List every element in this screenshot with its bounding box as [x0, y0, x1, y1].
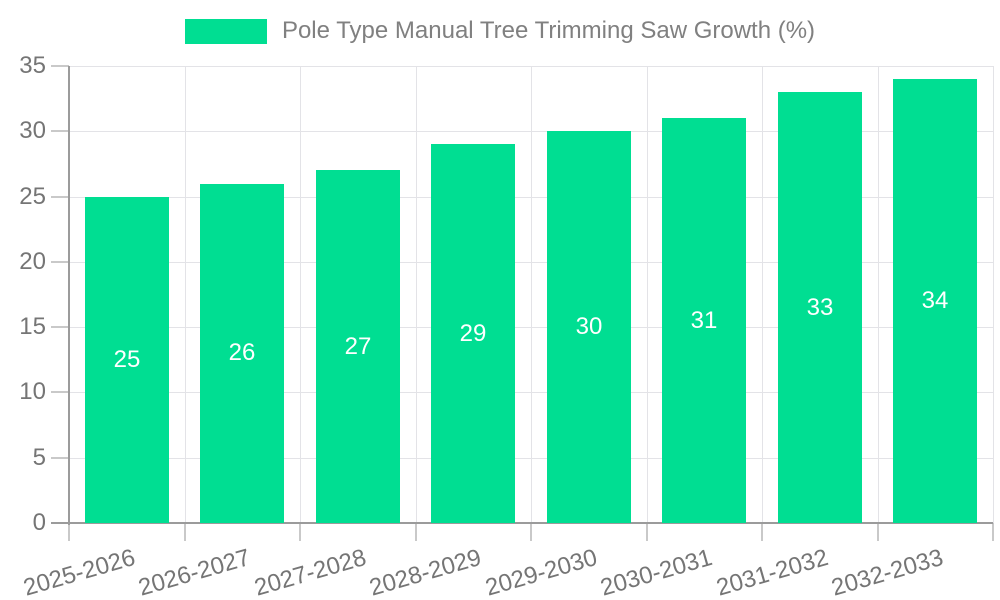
x-gridline: [531, 66, 532, 523]
x-tick-mark: [877, 523, 879, 541]
y-tick-mark: [51, 391, 69, 393]
bar: [316, 170, 400, 523]
x-gridline: [300, 66, 301, 523]
bar: [200, 184, 284, 523]
y-tick-mark: [51, 65, 69, 67]
bar: [662, 118, 746, 523]
y-tick-mark: [51, 196, 69, 198]
bar-value-label: 33: [806, 294, 834, 321]
x-tick-label: 2029-2030: [482, 544, 601, 600]
x-axis-line: [51, 522, 993, 524]
y-tick-mark: [51, 130, 69, 132]
y-axis-line: [68, 66, 70, 525]
bar-value-label: 26: [228, 339, 256, 366]
bar: [431, 144, 515, 523]
x-tick-mark: [761, 523, 763, 541]
x-tick-mark: [530, 523, 532, 541]
legend-swatch: [184, 18, 267, 44]
bar-value-label: 25: [113, 346, 141, 373]
x-gridline: [762, 66, 763, 523]
x-gridline: [185, 66, 186, 523]
y-tick-label: 30: [19, 117, 46, 144]
x-gridline: [416, 66, 417, 523]
y-tick-label: 0: [32, 509, 46, 536]
x-tick-mark: [415, 523, 417, 541]
x-tick-mark: [184, 523, 186, 541]
x-tick-mark: [299, 523, 301, 541]
legend-label: Pole Type Manual Tree Trimming Saw Growt…: [281, 17, 816, 44]
x-gridline: [878, 66, 879, 523]
y-tick-label: 35: [19, 52, 46, 79]
y-tick-label: 15: [19, 313, 46, 340]
bar-value-label: 27: [344, 333, 372, 360]
bar: [778, 92, 862, 523]
x-gridline: [993, 66, 994, 523]
x-tick-mark: [68, 523, 70, 541]
bar: [547, 131, 631, 523]
x-tick-label: 2027-2028: [251, 544, 370, 600]
bar: [893, 79, 977, 523]
bar-value-label: 34: [921, 287, 949, 314]
x-gridline: [647, 66, 648, 523]
y-tick-label: 20: [19, 248, 46, 275]
y-tick-label: 25: [19, 183, 46, 210]
x-tick-label: 2026-2027: [135, 544, 254, 600]
x-tick-mark: [992, 523, 994, 541]
y-tick-label: 5: [32, 444, 46, 471]
x-tick-label: 2032-2033: [828, 544, 947, 600]
bar-value-label: 29: [459, 320, 487, 347]
y-tick-mark: [51, 326, 69, 328]
x-tick-label: 2028-2029: [366, 544, 485, 600]
bar-value-label: 30: [575, 313, 603, 340]
y-tick-mark: [51, 261, 69, 263]
bar: [85, 197, 169, 523]
x-tick-mark: [646, 523, 648, 541]
bar-value-label: 31: [690, 307, 718, 334]
x-tick-label: 2031-2032: [713, 544, 832, 600]
y-tick-label: 10: [19, 378, 46, 405]
y-tick-mark: [51, 457, 69, 459]
chart-legend[interactable]: Pole Type Manual Tree Trimming Saw Growt…: [0, 17, 1000, 45]
x-tick-label: 2030-2031: [597, 544, 716, 600]
x-tick-label: 2025-2026: [20, 544, 139, 600]
